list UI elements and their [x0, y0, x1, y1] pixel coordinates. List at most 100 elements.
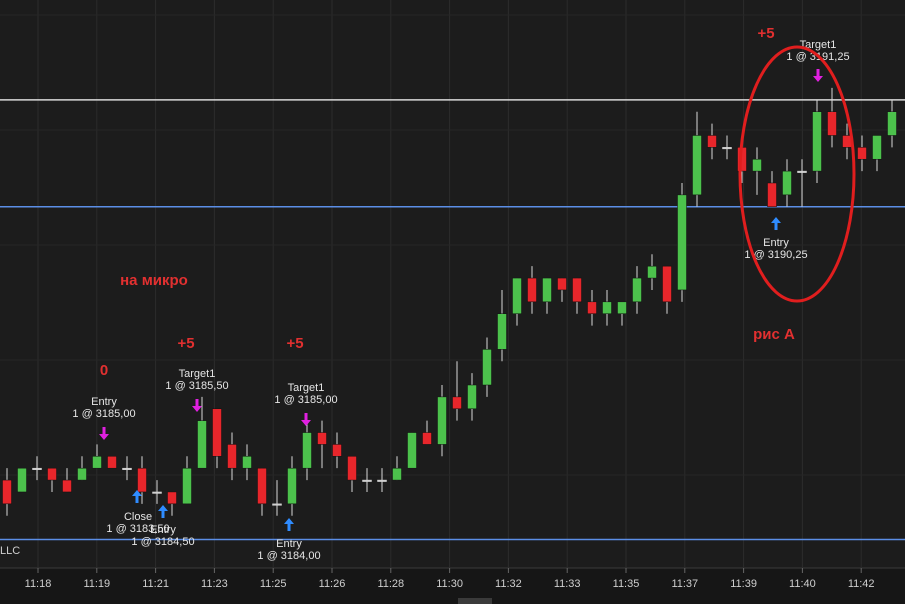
trade-label: 1 @ 3184,00	[257, 550, 320, 562]
candle-body	[182, 467, 192, 505]
time-label: 11:25	[260, 578, 287, 590]
candle-body	[767, 182, 777, 208]
buy-arrow	[771, 217, 781, 230]
candle-body	[512, 277, 522, 314]
candle-body	[842, 135, 852, 148]
candle-body	[107, 456, 117, 469]
time-axis	[0, 568, 905, 604]
candle-body	[122, 467, 132, 470]
candle-body	[317, 432, 327, 445]
time-label: 11:19	[83, 578, 110, 590]
trade-label: 1 @ 3185,50	[165, 380, 228, 392]
trade-markers	[99, 69, 823, 531]
candle-body	[812, 111, 822, 172]
trade-label: 1 @ 3184,50	[131, 536, 194, 548]
time-label: 11:40	[789, 578, 816, 590]
candle-body	[272, 503, 282, 506]
time-label: 11:21	[142, 578, 169, 590]
candle-body	[617, 301, 627, 314]
candle-body	[647, 265, 657, 279]
candle-body	[677, 194, 687, 291]
trade-label: Entry	[150, 524, 176, 536]
trade-label: Entry	[276, 538, 302, 550]
candle-body	[887, 111, 897, 136]
candle-body	[542, 277, 552, 303]
annotation: 0	[100, 362, 108, 379]
candle-body	[782, 170, 792, 196]
candle-body	[92, 456, 102, 469]
price-levels	[0, 99, 905, 541]
time-label: 11:35	[613, 578, 640, 590]
candle-body	[392, 467, 402, 481]
time-label: 11:42	[848, 578, 875, 590]
annotation: рис А	[753, 326, 795, 343]
candle-body	[407, 432, 417, 469]
candle-body	[557, 277, 567, 291]
candle-body	[587, 301, 597, 314]
candle-body	[572, 277, 582, 303]
candle-body	[752, 158, 762, 172]
candle-body	[872, 135, 882, 160]
candle-body	[212, 408, 222, 457]
scroll-handle[interactable]	[458, 598, 492, 604]
candle-body	[527, 277, 537, 303]
annotation: +5	[286, 335, 303, 352]
sell-arrow	[301, 413, 311, 426]
buy-arrow	[132, 490, 142, 503]
candle-body	[497, 313, 507, 350]
time-label: 11:32	[495, 578, 522, 590]
trade-label: Entry	[763, 237, 789, 249]
candle-body	[2, 479, 12, 505]
candle-body	[422, 432, 432, 445]
candle-body	[797, 170, 807, 173]
buy-arrow	[158, 505, 168, 518]
highlight-ellipse	[738, 45, 856, 303]
trade-label: Target1	[800, 39, 837, 51]
trade-label: 1 @ 3185,00	[274, 394, 337, 406]
candle-body	[302, 432, 312, 469]
candle-body	[287, 467, 297, 505]
candle-body	[227, 444, 237, 469]
time-label: 11:23	[201, 578, 228, 590]
candle-body	[167, 491, 177, 505]
candle-body	[62, 479, 72, 493]
trade-label: Target1	[179, 368, 216, 380]
candle-body	[707, 135, 717, 148]
candle-body	[452, 396, 462, 410]
trade-label: Target1	[288, 382, 325, 394]
candle-body	[347, 456, 357, 481]
sell-arrow	[99, 427, 109, 440]
candle-body	[377, 479, 387, 482]
candle-body	[632, 277, 642, 303]
time-label: 11:33	[554, 578, 581, 590]
time-label: 11:28	[377, 578, 404, 590]
candle-body	[362, 479, 372, 482]
candle-body	[77, 467, 87, 481]
candle-body	[152, 491, 162, 494]
candle-body	[437, 396, 447, 445]
candle-body	[827, 111, 837, 136]
candle-body	[662, 265, 672, 303]
annotation: +5	[757, 25, 774, 42]
candle-body	[857, 147, 867, 160]
candle-body	[197, 420, 207, 469]
time-label: 11:18	[25, 578, 52, 590]
candle-body	[242, 456, 252, 469]
time-label: 11:39	[730, 578, 757, 590]
trade-label: 1 @ 3183,50	[106, 523, 169, 535]
candle-body	[257, 467, 267, 505]
candle-body	[137, 467, 147, 493]
grid	[37, 0, 862, 573]
trade-label: 1 @ 3185,00	[72, 408, 135, 420]
plot-background	[0, 0, 905, 568]
trade-label: Entry	[91, 396, 117, 408]
candle-body	[602, 301, 612, 314]
candle-body	[467, 384, 477, 410]
candle-body	[722, 147, 732, 150]
buy-arrow	[284, 518, 294, 531]
time-label: 11:37	[671, 578, 698, 590]
trade-label: 1 @ 3190,25	[744, 249, 807, 261]
labels: 11:18 11:19 11:21 11:23 11:25 11:26 11:28 11:30…	[25, 25, 875, 590]
